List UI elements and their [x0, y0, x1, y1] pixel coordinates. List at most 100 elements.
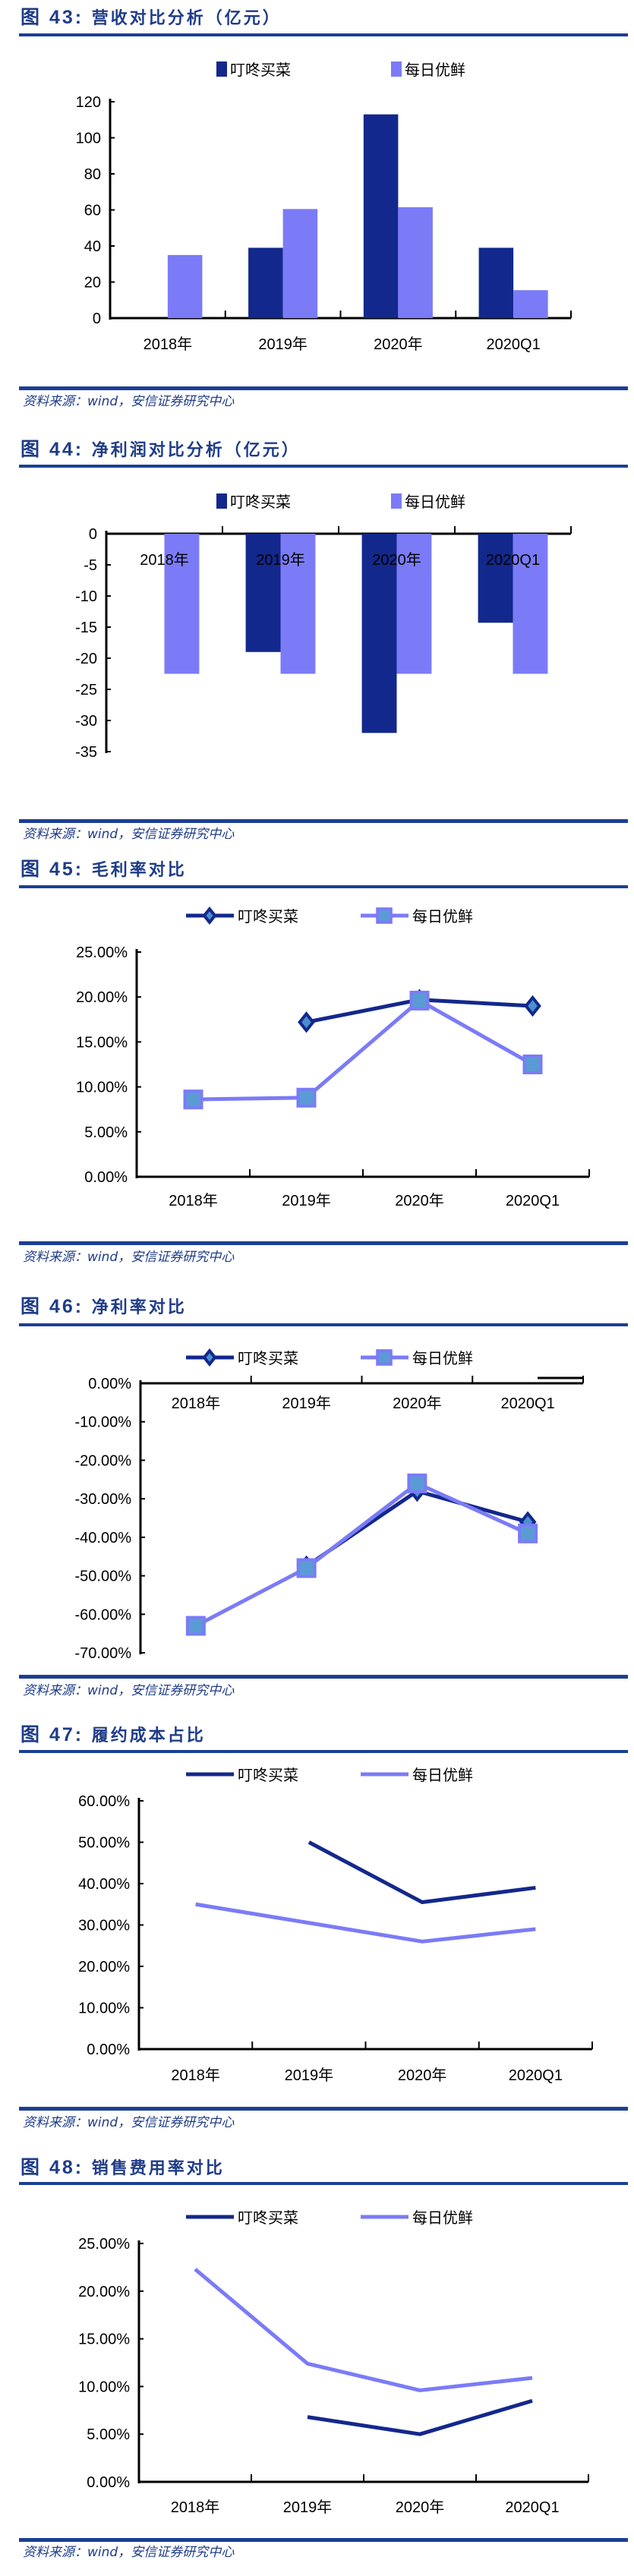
y-tick-label: -25 [75, 682, 97, 698]
figure-43: 图 43: 营收对比分析（亿元） 资料来源：wind，安信证券研究中心 0 20 40… [0, 0, 634, 425]
figure-title: 图 44: 净利润对比分析（亿元） [21, 440, 301, 461]
chart-svg: 0.00% 10.00% 20.00% 30.00% 40.00% 50.00% 60.00… [78, 1767, 593, 2084]
figure-title-text: 营收对比分析（亿元） [91, 9, 282, 28]
bar [164, 534, 200, 674]
figure-47: 图 47: 履约成本占比 资料来源：wind，安信证券研究中心 0.00% 10.0… [0, 1701, 634, 2141]
y-tick-label: 20.00% [78, 1959, 130, 1975]
x-tick-label: 2020年 [396, 2499, 445, 2516]
y-tick-label: -70.00% [75, 1645, 132, 1662]
figure-44: 图 44: 净利润对比分析（亿元） 资料来源：wind，安信证券研究中心 0 -5 -… [0, 425, 634, 850]
source-note: 资料来源：wind，安信证券研究中心 [23, 827, 235, 842]
footer-rule [19, 819, 628, 823]
y-tick-label: -30.00% [75, 1491, 132, 1508]
source-note: 资料来源：wind，安信证券研究中心 [23, 394, 235, 409]
legend-item: 叮咚买菜 [186, 2209, 298, 2227]
y-tick-label: 40.00% [78, 1876, 130, 1893]
legend-item: 叮咚买菜 [186, 1767, 298, 1784]
figure-46: 图 46: 净利率对比 资料来源：wind，安信证券研究中心 0.00% -10.0… [0, 1275, 634, 1701]
x-tick-label: 2018年 [144, 336, 193, 353]
header-rule [19, 885, 628, 888]
y-tick-label: 80 [84, 166, 101, 183]
y-tick-label: 0.00% [87, 2474, 130, 2491]
header-rule [19, 2182, 628, 2185]
figure-title: 图 43: 营收对比分析（亿元） [21, 8, 282, 29]
y-tick-label: -35 [75, 744, 97, 761]
y-tick-label: 15.00% [78, 2332, 130, 2348]
source-note: 资料来源：wind，安信证券研究中心 [23, 2545, 235, 2560]
legend-label: 每日优鲜 [412, 908, 473, 925]
chart-svg: 0.00% -10.00% -20.00% -30.00% -40.00% -50.00%… [75, 1348, 584, 1662]
x-tick-label: 2019年 [282, 1192, 331, 1209]
y-tick-label: 5.00% [84, 1124, 128, 1141]
data-point-square [407, 1473, 427, 1493]
source-note: 资料来源：wind，安信证券研究中心 [23, 1250, 235, 1265]
bar [280, 534, 316, 674]
x-tick-label: 2020Q1 [505, 2499, 559, 2516]
legend-swatch [216, 61, 227, 77]
legend-label: 叮咚买菜 [238, 1350, 298, 1367]
legend-label: 每日优鲜 [405, 61, 465, 79]
y-tick-label: 0.00% [87, 2042, 130, 2058]
legend-label: 叮咚买菜 [238, 1767, 298, 1784]
x-tick-label: 2019年 [282, 1395, 331, 1412]
x-tick-label: 2020Q1 [486, 552, 540, 569]
data-point-square [376, 1349, 393, 1366]
y-tick-label: 20.00% [78, 2284, 130, 2300]
figure-number: 图 46: [21, 1296, 84, 1317]
x-tick-label: 2019年 [258, 336, 308, 353]
legend-label: 叮咚买菜 [238, 908, 298, 925]
footer-rule [19, 1241, 628, 1245]
data-point-square [409, 990, 430, 1011]
legend-label: 每日优鲜 [412, 1767, 473, 1784]
series-line [305, 1489, 528, 1568]
x-tick-label: 2020年 [395, 1192, 444, 1209]
y-tick-label: -20.00% [75, 1452, 132, 1469]
bar [248, 248, 283, 318]
source-note: 资料来源：wind，安信证券研究中心 [23, 1683, 235, 1698]
data-point-square [522, 1055, 543, 1074]
figure-title-text: 毛利率对比 [91, 861, 187, 880]
legend-label: 每日优鲜 [412, 2209, 473, 2227]
chart-svg: 0.00% 5.00% 10.00% 15.00% 20.00% 25.00% 叮咚买菜 每日… [78, 2209, 589, 2516]
legend-item: 每日优鲜 [391, 493, 465, 511]
chart-svg: 0 20 40 60 80 100 120 叮咚买菜 每日优鲜 2018年 2019年 2020年 20… [76, 61, 572, 353]
bar [513, 290, 548, 318]
y-tick-label: -60.00% [75, 1606, 132, 1623]
y-tick-label: -50.00% [75, 1569, 132, 1585]
series-line [307, 2398, 533, 2436]
figure-45: 图 45: 毛利率对比 资料来源：wind，安信证券研究中心 0.00% 5.00%… [0, 850, 634, 1275]
legend-label: 每日优鲜 [405, 493, 465, 511]
figure-title-text: 履约成本占比 [91, 1726, 206, 1745]
footer-rule [19, 2107, 628, 2111]
x-tick-label: 2020Q1 [487, 336, 541, 353]
series-line [195, 1902, 536, 1944]
chart-svg: 0.00% 5.00% 10.00% 15.00% 20.00% 25.00% 叮咚买菜 每日… [76, 906, 590, 1209]
series-line [194, 1481, 529, 1628]
y-tick-label: -40.00% [75, 1530, 132, 1547]
data-point-diamond [524, 995, 541, 1017]
legend-item: 每日优鲜 [361, 1767, 473, 1784]
figure-48: 图 48: 销售费用率对比 资料来源：wind，安信证券研究中心 0.00% 5.0… [0, 2141, 634, 2576]
figure-number: 图 47: [21, 1724, 84, 1745]
figure-title: 图 45: 毛利率对比 [21, 859, 187, 881]
legend-swatch [391, 61, 402, 77]
y-tick-label: 10.00% [78, 2001, 130, 2017]
y-tick-label: 60.00% [78, 1793, 130, 1810]
bar [282, 209, 318, 318]
figure-title: 图 47: 履约成本占比 [21, 1725, 206, 1746]
figure-title-text: 净利率对比 [91, 1298, 187, 1317]
figure-number: 图 43: [21, 7, 84, 28]
series-line [308, 1840, 536, 1905]
y-tick-label: 60 [84, 203, 101, 219]
y-tick-label: 40 [84, 238, 101, 255]
x-tick-label: 2020年 [372, 551, 421, 569]
y-tick-label: 5.00% [87, 2426, 130, 2443]
data-point-square [183, 1089, 203, 1110]
header-rule [19, 465, 628, 468]
x-tick-label: 2018年 [169, 1192, 218, 1209]
bar [167, 254, 203, 318]
y-tick-label: 20.00% [76, 989, 128, 1006]
y-tick-label: 15.00% [76, 1034, 128, 1051]
x-tick-label: 2020Q1 [506, 1193, 560, 1209]
data-point-square [296, 1558, 317, 1578]
